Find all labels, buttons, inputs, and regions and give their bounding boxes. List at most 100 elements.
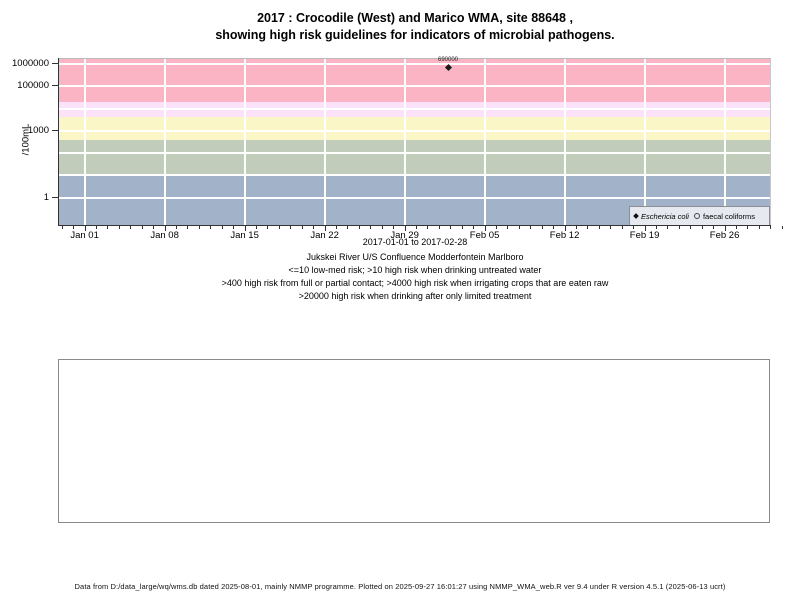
plot-area: 690000 Eschericia coli faecal coliforms (59, 56, 771, 226)
x-tick (96, 226, 98, 229)
v-gridline (563, 59, 566, 226)
h-gridline (59, 152, 770, 155)
x-tick-label: Jan 29 (390, 230, 419, 241)
x-tick-label: Feb 12 (549, 230, 580, 241)
v-gridline (723, 59, 726, 226)
x-tick (73, 226, 75, 229)
caption-line: >400 high risk from full or partial cont… (221, 278, 609, 288)
x-tick (656, 226, 658, 229)
x-tick (530, 226, 532, 229)
y-tick-label: 100000 (17, 80, 49, 92)
caption-lines: Jukskei River U/S Confluence Modderfonte… (30, 251, 800, 303)
x-tick (393, 226, 395, 229)
v-gridline (643, 59, 646, 226)
x-tick (107, 226, 109, 229)
h-gridline (59, 107, 770, 110)
x-tick (370, 226, 372, 229)
x-tick (130, 226, 132, 229)
x-tick (290, 226, 292, 229)
x-tick-label: Jan 15 (230, 230, 259, 241)
x-tick (758, 226, 760, 229)
x-tick (747, 226, 749, 229)
x-axis-caption: 2017-01-01 to 2017-02-28 (362, 237, 468, 247)
x-tick (587, 226, 589, 229)
caption-line: Jukskei River U/S Confluence Modderfonte… (306, 252, 524, 262)
h-gridline (59, 174, 770, 177)
y-tick-label: 1000000 (12, 57, 49, 69)
x-tick (267, 226, 269, 229)
h-gridline (59, 62, 770, 65)
chart-title-line1: 2017 : Crocodile (West) and Marico WMA, … (257, 11, 573, 25)
open-circle-icon (693, 213, 700, 219)
risk-band (59, 139, 770, 176)
x-tick-label: Feb 19 (629, 230, 660, 241)
x-tick (347, 226, 349, 229)
x-tick (770, 226, 772, 229)
h-gridline (59, 85, 770, 88)
x-tick (153, 226, 155, 229)
v-gridline (323, 59, 326, 226)
x-tick (438, 226, 440, 229)
x-tick (84, 226, 86, 231)
x-axis-line (59, 225, 771, 226)
x-tick (244, 226, 246, 231)
x-tick (336, 226, 338, 229)
footer-provenance-text: Data from D:/data_large/wq/wms.db dated … (74, 582, 726, 591)
h-gridline (59, 129, 770, 132)
x-tick (610, 226, 612, 229)
y-axis-title: /100mL (20, 123, 32, 156)
y-tick-label: 1 (43, 191, 49, 203)
x-tick-label: Jan 22 (310, 230, 339, 241)
y-tick (52, 129, 58, 131)
x-tick (553, 226, 555, 229)
x-tick (507, 226, 509, 229)
x-tick (541, 226, 543, 229)
x-tick (564, 226, 566, 231)
legend-item: Eschericia coli (633, 212, 689, 221)
x-tick (210, 226, 212, 229)
x-tick (598, 226, 600, 229)
x-tick (667, 226, 669, 229)
x-tick (164, 226, 166, 231)
y-tick (52, 196, 58, 198)
caption-line: <=10 low-med risk; >10 high risk when dr… (288, 265, 542, 275)
x-tick (701, 226, 703, 229)
chart-title-line2: showing high risk guidelines for indicat… (215, 28, 615, 42)
x-tick (313, 226, 315, 229)
x-tick (713, 226, 715, 229)
risk-band (59, 117, 770, 140)
x-tick (358, 226, 360, 229)
x-tick (233, 226, 235, 229)
x-tick (324, 226, 326, 231)
v-gridline (83, 59, 86, 226)
v-gridline (163, 59, 166, 226)
x-tick (221, 226, 223, 229)
x-tick (633, 226, 635, 229)
x-tick (301, 226, 303, 229)
x-tick (621, 226, 623, 229)
y-axis-line (58, 58, 59, 226)
x-tick (644, 226, 646, 231)
x-tick (484, 226, 486, 231)
x-tick (381, 226, 383, 229)
v-gridline (403, 59, 406, 226)
x-tick (404, 226, 406, 231)
x-tick (518, 226, 520, 229)
x-tick (118, 226, 120, 229)
data-point-label: 690000 (438, 56, 459, 63)
x-tick (576, 226, 578, 229)
x-tick (416, 226, 418, 229)
x-tick (781, 226, 783, 229)
empty-panel-box (58, 359, 770, 523)
x-tick (473, 226, 475, 229)
x-tick (278, 226, 280, 229)
x-tick-label: Feb 05 (469, 230, 500, 241)
x-tick (690, 226, 692, 229)
risk-band (59, 59, 770, 102)
v-gridline (483, 59, 486, 226)
y-tick-label: 1000 (27, 124, 49, 136)
x-tick (61, 226, 63, 229)
risk-band (59, 101, 770, 118)
legend-box: Eschericia coli faecal coliforms (629, 206, 770, 226)
